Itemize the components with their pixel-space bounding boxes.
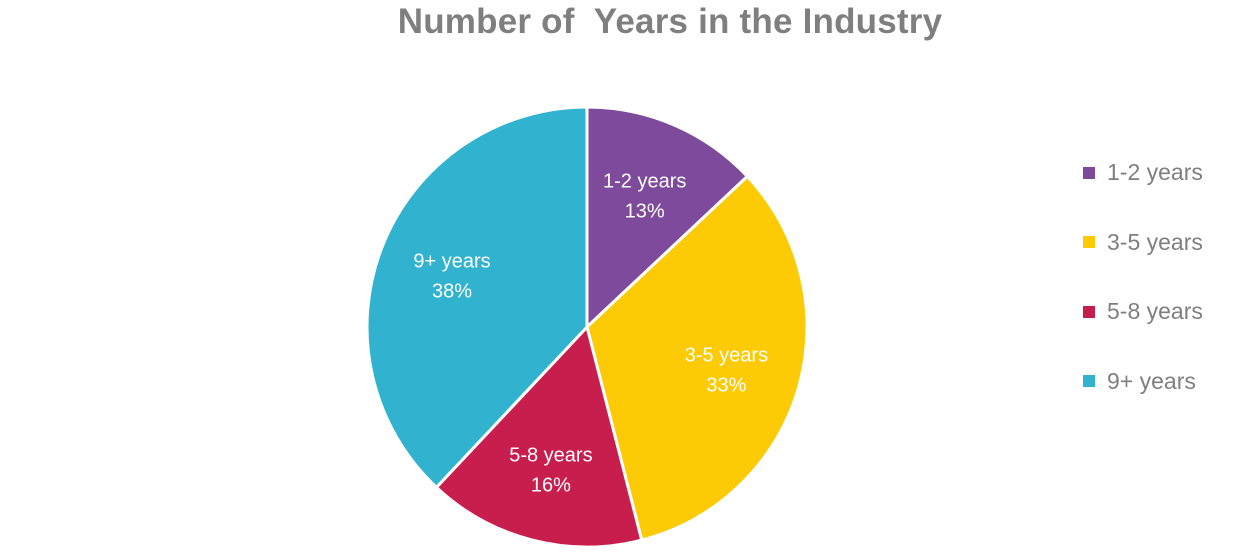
legend-swatch (1083, 375, 1095, 387)
slice-label-category: 1-2 years (603, 171, 686, 193)
legend-item-3-5-years: 3-5 years (1083, 225, 1203, 260)
legend-label: 5-8 years (1107, 298, 1203, 324)
slice-label-percent: 38% (432, 281, 472, 303)
slice-label-percent: 16% (531, 475, 571, 497)
pie-slice-9-plus-years (365, 105, 589, 489)
slice-label-percent: 13% (625, 201, 665, 223)
pie-slice-5-8-years (434, 325, 644, 549)
pie-labels: 1-2 years 13% 3-5 years 33% 5-8 years 16% 9+ y… (413, 171, 768, 497)
slice-label-percent: 33% (706, 375, 746, 397)
legend-item-1-2-years: 1-2 years (1083, 155, 1203, 190)
pie-slice-3-5-years (585, 174, 809, 542)
legend-item-9-plus-years: 9+ years (1083, 364, 1203, 399)
legend-swatch (1083, 166, 1095, 179)
slice-label-category: 9+ years (413, 251, 490, 273)
legend-label: 3-5 years (1107, 228, 1203, 255)
legend: 1-2 years 3-5 years 5-8 years 9+ years (1083, 155, 1203, 433)
legend-swatch (1083, 236, 1095, 248)
pie-slices (365, 105, 809, 549)
legend-label: 9+ years (1107, 367, 1196, 394)
slice-label-category: 3-5 years (685, 345, 768, 367)
pie-slice-1-2-years (585, 105, 749, 329)
chart-title: Number of Years in the Industry (397, 2, 943, 41)
legend-item-5-8-years: 5-8 years (1083, 294, 1203, 329)
legend-label: 1-2 years (1107, 159, 1203, 185)
slice-label-category: 5-8 years (509, 445, 592, 467)
legend-swatch (1083, 305, 1095, 318)
